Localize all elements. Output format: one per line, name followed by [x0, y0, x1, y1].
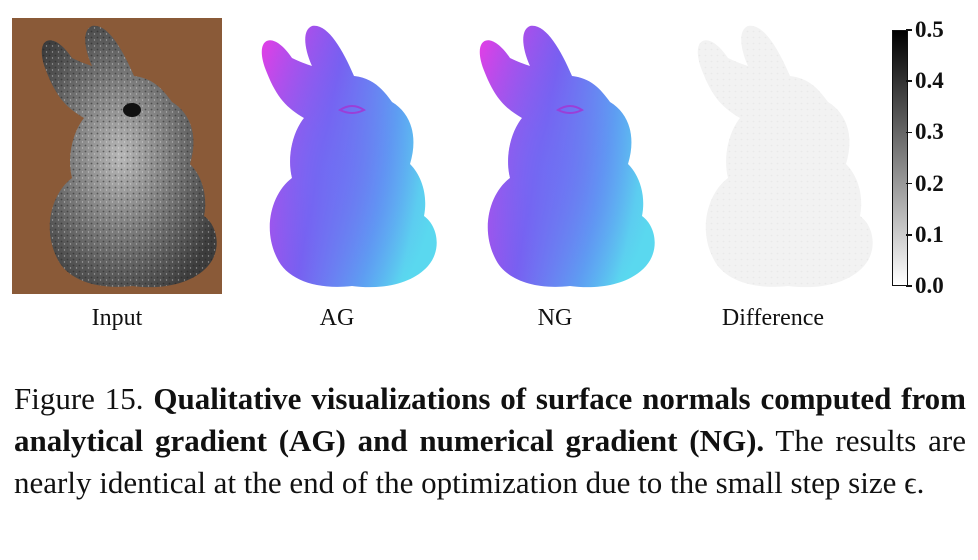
colorbar-tick — [906, 182, 912, 185]
colorbar-tick — [906, 29, 912, 31]
colorbar-tick-label: 0.0 — [915, 273, 944, 298]
colorbar-tick-label: 0.4 — [915, 68, 944, 94]
colorbar-tick-label: 0.5 — [915, 17, 944, 42]
colorbar-tick — [906, 234, 912, 236]
figure-caption: Figure 15. Qualitative visualizations of… — [14, 378, 966, 504]
panel-label-ag: AG — [319, 305, 355, 331]
colorbar-tick-label: 0.3 — [915, 119, 944, 145]
input-photo — [12, 18, 222, 294]
ag-normal-map — [232, 18, 442, 294]
colorbar-tick — [906, 131, 912, 134]
colorbar-tick-label: 0.2 — [915, 170, 944, 196]
colorbar — [892, 30, 908, 286]
panel-label-difference: Difference — [721, 305, 825, 331]
difference-map — [668, 18, 878, 294]
colorbar-tick-label: 0.1 — [915, 221, 944, 247]
colorbar-tick — [906, 285, 912, 287]
panel-label-ng: NG — [537, 305, 573, 331]
ng-normal-map — [450, 18, 660, 294]
caption-bold: Qualitative visualizations of surface no… — [14, 381, 967, 458]
caption-prefix: Figure 15. — [14, 381, 144, 416]
colorbar-tick — [906, 80, 912, 82]
panel-label-input: Input — [91, 305, 143, 331]
caption-rest: The results are nearly identical at the … — [14, 423, 966, 500]
